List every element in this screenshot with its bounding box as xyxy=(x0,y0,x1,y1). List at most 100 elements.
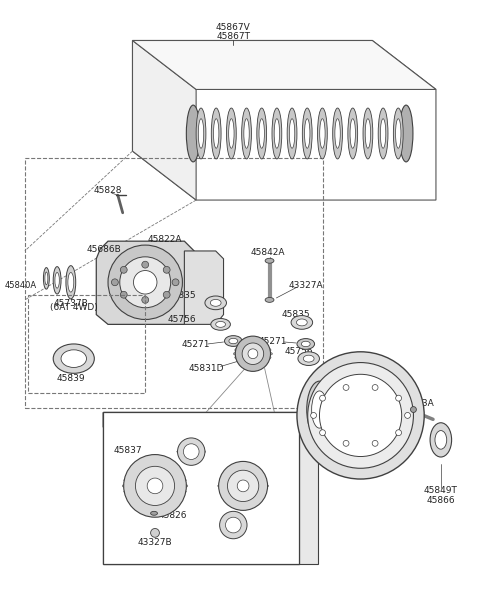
Ellipse shape xyxy=(369,374,372,379)
Circle shape xyxy=(124,454,186,517)
Circle shape xyxy=(220,511,247,539)
Ellipse shape xyxy=(410,407,416,413)
Ellipse shape xyxy=(264,345,267,348)
Ellipse shape xyxy=(198,456,201,459)
Ellipse shape xyxy=(269,352,273,355)
Circle shape xyxy=(372,440,378,446)
Circle shape xyxy=(120,291,127,298)
Ellipse shape xyxy=(340,450,343,455)
Ellipse shape xyxy=(298,414,302,417)
Ellipse shape xyxy=(304,396,309,400)
Circle shape xyxy=(405,413,410,418)
Circle shape xyxy=(120,257,171,308)
Ellipse shape xyxy=(178,447,181,450)
Ellipse shape xyxy=(53,344,94,374)
Ellipse shape xyxy=(135,499,139,504)
Circle shape xyxy=(242,343,264,365)
Bar xyxy=(28,295,145,393)
Ellipse shape xyxy=(418,408,423,411)
Ellipse shape xyxy=(228,119,234,148)
Circle shape xyxy=(237,480,249,492)
Circle shape xyxy=(172,279,179,285)
Ellipse shape xyxy=(408,391,412,394)
Polygon shape xyxy=(132,41,196,200)
Ellipse shape xyxy=(396,119,401,148)
Circle shape xyxy=(135,466,175,505)
Ellipse shape xyxy=(43,268,49,289)
Ellipse shape xyxy=(233,352,237,355)
Ellipse shape xyxy=(252,362,254,366)
Ellipse shape xyxy=(251,470,253,474)
Ellipse shape xyxy=(359,452,362,457)
Ellipse shape xyxy=(124,478,129,482)
Ellipse shape xyxy=(171,468,175,472)
Ellipse shape xyxy=(225,336,242,346)
Circle shape xyxy=(343,385,349,391)
Ellipse shape xyxy=(430,423,452,457)
Bar xyxy=(25,158,324,408)
Ellipse shape xyxy=(181,478,186,482)
Circle shape xyxy=(151,528,159,537)
Text: (6AT 4WD): (6AT 4WD) xyxy=(50,303,97,312)
Ellipse shape xyxy=(61,350,86,368)
Circle shape xyxy=(297,352,424,479)
Ellipse shape xyxy=(264,485,269,487)
Text: 45832: 45832 xyxy=(376,382,404,391)
Ellipse shape xyxy=(55,272,60,288)
Ellipse shape xyxy=(242,469,244,473)
Ellipse shape xyxy=(210,300,221,306)
Ellipse shape xyxy=(187,442,190,446)
Ellipse shape xyxy=(304,431,309,435)
Circle shape xyxy=(320,395,325,401)
Ellipse shape xyxy=(219,490,223,493)
Ellipse shape xyxy=(386,378,390,383)
Ellipse shape xyxy=(186,105,200,162)
Ellipse shape xyxy=(258,342,261,346)
Ellipse shape xyxy=(418,420,423,423)
Circle shape xyxy=(308,362,413,468)
Text: 45826: 45826 xyxy=(158,511,187,519)
Ellipse shape xyxy=(323,445,327,449)
Ellipse shape xyxy=(395,382,398,386)
Ellipse shape xyxy=(267,348,271,351)
Ellipse shape xyxy=(264,360,267,363)
Text: 45822A: 45822A xyxy=(147,235,182,243)
Ellipse shape xyxy=(124,491,129,493)
Ellipse shape xyxy=(66,265,76,299)
Circle shape xyxy=(396,395,402,401)
Text: 45813A: 45813A xyxy=(400,399,435,408)
Ellipse shape xyxy=(128,495,132,499)
Ellipse shape xyxy=(171,499,175,504)
Ellipse shape xyxy=(435,431,447,449)
Ellipse shape xyxy=(298,408,303,411)
Text: 45840A: 45840A xyxy=(4,281,36,290)
Ellipse shape xyxy=(181,491,186,493)
Ellipse shape xyxy=(244,119,249,148)
Polygon shape xyxy=(299,413,319,564)
Bar xyxy=(103,413,299,564)
Ellipse shape xyxy=(309,391,313,394)
Ellipse shape xyxy=(182,444,185,447)
Ellipse shape xyxy=(419,414,424,417)
Ellipse shape xyxy=(365,119,371,148)
Ellipse shape xyxy=(227,108,236,159)
Text: 45686B: 45686B xyxy=(87,245,121,254)
Text: 45828: 45828 xyxy=(94,186,122,195)
Ellipse shape xyxy=(265,258,274,263)
Ellipse shape xyxy=(217,485,222,487)
Ellipse shape xyxy=(323,382,327,386)
Ellipse shape xyxy=(258,362,261,366)
Ellipse shape xyxy=(239,360,242,363)
Ellipse shape xyxy=(291,316,312,329)
Ellipse shape xyxy=(412,396,417,400)
Ellipse shape xyxy=(298,420,303,423)
Ellipse shape xyxy=(297,339,314,349)
Ellipse shape xyxy=(135,468,139,472)
Ellipse shape xyxy=(53,267,61,294)
Ellipse shape xyxy=(350,119,355,148)
Ellipse shape xyxy=(348,108,358,159)
Text: 45822: 45822 xyxy=(289,430,318,440)
Ellipse shape xyxy=(335,119,340,148)
Text: 45737B: 45737B xyxy=(311,449,346,458)
Ellipse shape xyxy=(242,499,244,502)
